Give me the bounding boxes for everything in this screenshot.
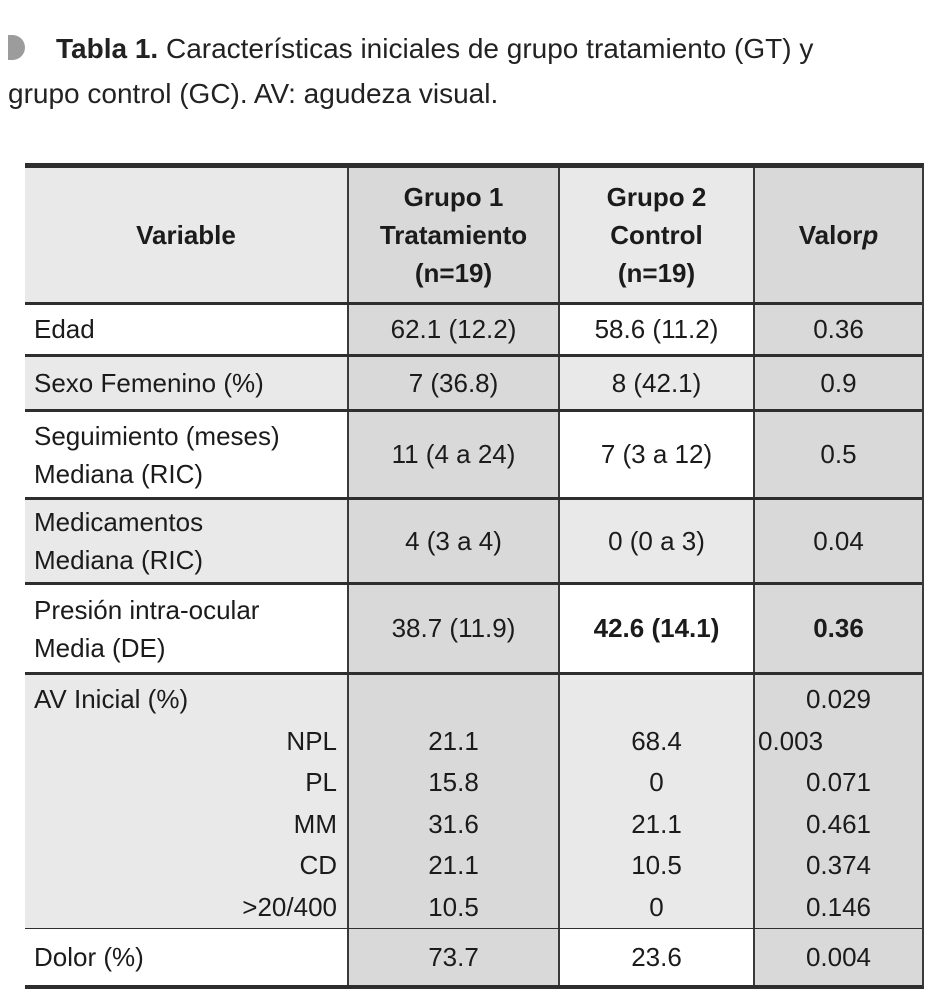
av-labels-column: AV Inicial (%) NPL PL MM CD >20/400: [25, 675, 347, 928]
av-p-column: 0.029 0.003 0.071 0.461 0.374 0.146: [753, 675, 922, 928]
av-gt-column: 21.1 15.8 31.6 21.1 10.5: [347, 675, 558, 928]
header-row: Variable Grupo 1 Tratamiento (n=19) Grup…: [25, 168, 922, 305]
gc-value: 0 (0 a 3): [558, 500, 753, 582]
gc-value: 8 (42.1): [558, 357, 753, 409]
gt-value: 62.1 (12.2): [347, 305, 558, 354]
header-valor-p: Valor p: [753, 168, 922, 302]
header-group2: Grupo 2 Control (n=19): [558, 168, 753, 302]
table-row-presion: Presión intra-ocular Media (DE) 38.7 (11…: [25, 585, 922, 675]
row-label: Medicamentos Mediana (RIC): [25, 500, 347, 582]
p-value: 0.5: [753, 412, 922, 497]
gc-value: 58.6 (11.2): [558, 305, 753, 354]
row-label: Edad: [25, 305, 347, 354]
gc-value: 42.6 (14.1): [558, 585, 753, 672]
caption-line1: Tabla 1. Características iniciales de gr…: [8, 26, 933, 71]
row-label: Seguimiento (meses) Mediana (RIC): [25, 412, 347, 497]
table-row-sexo: Sexo Femenino (%) 7 (36.8) 8 (42.1) 0.9: [25, 357, 922, 412]
p-value: 0.9: [753, 357, 922, 409]
av-section-label: AV Inicial (%): [34, 684, 189, 714]
table-row-dolor: Dolor (%) 73.7 23.6 0.004: [25, 929, 922, 985]
table-section-av-inicial: AV Inicial (%) NPL PL MM CD >20/400 21.1…: [25, 675, 922, 929]
section-bullet-icon: [8, 35, 25, 60]
p-value: 0.004: [753, 929, 922, 985]
av-gc-column: 68.4 0 21.1 10.5 0: [558, 675, 753, 928]
table-row-medicamentos: Medicamentos Mediana (RIC) 4 (3 a 4) 0 (…: [25, 500, 922, 585]
gt-value: 4 (3 a 4): [347, 500, 558, 582]
row-label: Presión intra-ocular Media (DE): [25, 585, 347, 672]
p-value: 0.36: [753, 585, 922, 672]
row-label: Dolor (%): [25, 929, 347, 985]
gt-value: 73.7: [347, 929, 558, 985]
header-group1: Grupo 1 Tratamiento (n=19): [347, 168, 558, 302]
header-variable: Variable: [25, 168, 347, 302]
table-row-edad: Edad 62.1 (12.2) 58.6 (11.2) 0.36: [25, 305, 922, 357]
table-caption: Tabla 1. Características iniciales de gr…: [8, 26, 933, 116]
gc-value: 7 (3 a 12): [558, 412, 753, 497]
gc-value: 23.6: [558, 929, 753, 985]
caption-line2: grupo control (GC). AV: agudeza visual.: [8, 78, 499, 109]
table-row-seguimiento: Seguimiento (meses) Mediana (RIC) 11 (4 …: [25, 412, 922, 500]
p-value: 0.04: [753, 500, 922, 582]
row-label: Sexo Femenino (%): [25, 357, 347, 409]
gt-value: 38.7 (11.9): [347, 585, 558, 672]
gt-value: 7 (36.8): [347, 357, 558, 409]
caption-label: Tabla 1.: [56, 33, 159, 64]
caption-text: Características iniciales de grupo trata…: [158, 33, 814, 64]
gt-value: 11 (4 a 24): [347, 412, 558, 497]
characteristics-table: Variable Grupo 1 Tratamiento (n=19) Grup…: [25, 163, 924, 989]
p-value: 0.36: [753, 305, 922, 354]
